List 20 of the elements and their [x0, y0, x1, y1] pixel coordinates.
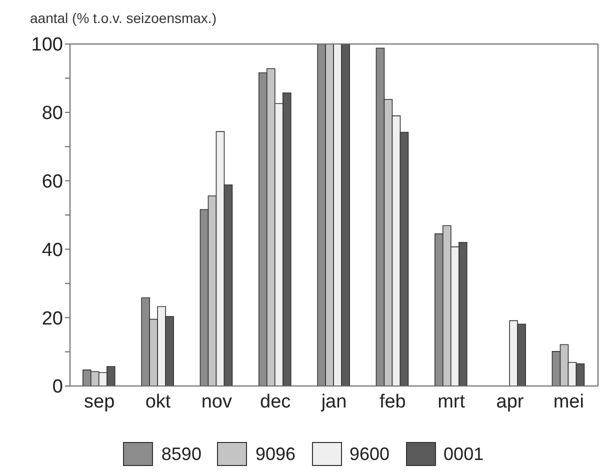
x-tick-label: sep: [84, 391, 115, 412]
x-tick-label: dec: [260, 391, 291, 412]
y-tick-label: 100: [31, 34, 63, 56]
y-tick-label: 0: [52, 376, 63, 398]
y-tick-label: 60: [42, 172, 63, 193]
x-tick-label: feb: [379, 391, 406, 412]
x-tick-label: apr: [496, 391, 524, 412]
x-tick-label: mrt: [438, 391, 466, 412]
x-tick-label: jan: [320, 391, 347, 412]
x-tick-label: mei: [553, 391, 584, 412]
x-tick-label: nov: [201, 391, 232, 412]
y-axis-title: aantal (% t.o.v. seizoensmax.): [30, 10, 216, 26]
legend-label: 8590: [161, 444, 202, 464]
y-tick-label: 40: [42, 240, 63, 261]
legend-label: 9096: [255, 444, 296, 464]
legend-label: 0001: [444, 444, 484, 464]
x-tick-label: okt: [145, 391, 172, 412]
y-tick-label: 80: [42, 103, 63, 124]
y-tick-label: 20: [42, 308, 63, 330]
legend-label: 9600: [350, 444, 390, 464]
